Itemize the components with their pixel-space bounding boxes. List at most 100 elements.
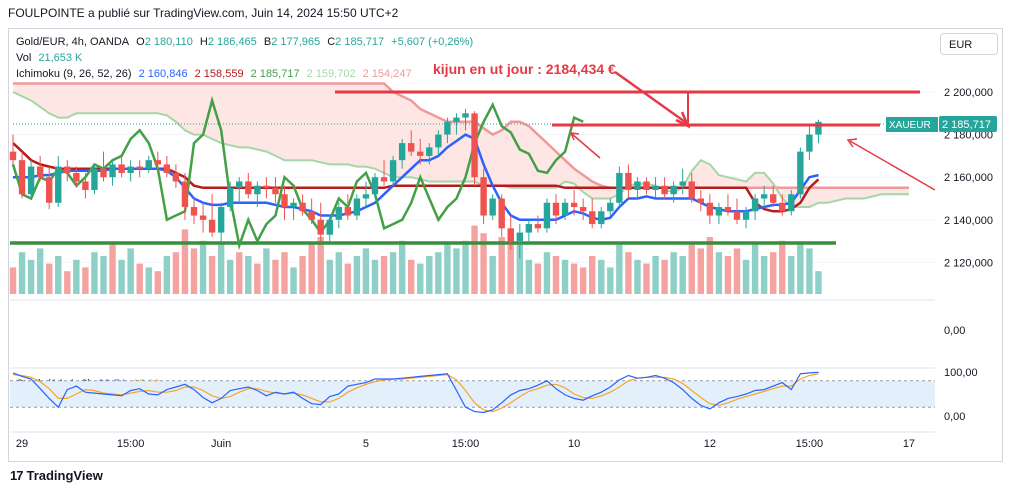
volume-bar (417, 263, 424, 294)
low-label: B (263, 36, 272, 48)
volume-bar (480, 233, 487, 294)
volume-bar (82, 267, 89, 294)
low-value: 2 177,965 (271, 36, 321, 48)
volume-bar (534, 263, 542, 294)
volume-bar (127, 248, 134, 294)
candle-body (453, 117, 460, 122)
candle-body (444, 121, 451, 135)
volume-bar (217, 244, 225, 294)
stoch-band-fill (10, 380, 935, 408)
volume-bar (616, 244, 623, 294)
volume-bar (688, 244, 695, 294)
volume-bar (770, 252, 777, 294)
volume-bar (453, 248, 460, 294)
chart-panel[interactable] (8, 28, 1003, 462)
candle-body (408, 143, 415, 152)
volume-bar (299, 256, 306, 294)
stoch-tick-label: 0,00 (944, 411, 965, 423)
span-a-value: 2 159,702 (306, 68, 356, 80)
candle-body (371, 177, 379, 195)
candle-body (706, 202, 714, 216)
candle-body (389, 160, 397, 182)
volume-bar (625, 252, 632, 294)
candle-body (208, 219, 216, 233)
candle-body (290, 202, 297, 208)
candle-body (55, 166, 62, 203)
candle-body (435, 134, 442, 148)
candle-body (715, 207, 723, 216)
candle-body (679, 181, 686, 186)
candle-body (227, 187, 234, 208)
volume-bar (380, 256, 388, 294)
volume-bar (27, 259, 35, 294)
candle-body (46, 177, 53, 203)
candle-body (91, 168, 98, 190)
candle-body (634, 181, 641, 190)
volume-bar (281, 252, 288, 294)
volume-bar (245, 256, 252, 294)
volume-bar (507, 229, 514, 294)
candle-body (724, 207, 732, 212)
volume-bar (652, 256, 659, 294)
kijun-annotation-text: kijun en ut jour : 2184,434 € (433, 61, 616, 77)
candle-body (516, 232, 523, 242)
candle-body (362, 194, 370, 199)
tradingview-logo: 17 TradingView (10, 468, 103, 483)
volume-value: 21,653 K (38, 52, 83, 64)
candle-body (697, 198, 704, 203)
volume-bar (154, 271, 161, 294)
volume-bar (444, 244, 451, 294)
price-tag-text: 2 185,717 (942, 119, 991, 131)
candle-body (82, 181, 89, 190)
candle-body (217, 207, 225, 233)
candle-body (172, 172, 180, 182)
candle-body (779, 202, 786, 212)
brand-name: TradingView (26, 468, 103, 483)
ichimoku-label: Ichimoku (9, 26, 52, 26) (16, 68, 132, 80)
candle-body (326, 219, 333, 235)
time-tick-label: 15:00 (796, 438, 824, 450)
volume-bar (317, 237, 324, 294)
currency-button[interactable]: EUR (940, 33, 998, 55)
volume-bar (308, 244, 315, 294)
arrow-right-shaft (849, 140, 936, 191)
annotation-arrow-shaft (614, 70, 689, 126)
candle-body (317, 219, 324, 235)
volume-bar (344, 263, 352, 294)
volume-bar (435, 252, 442, 294)
price-tick-label: 2 160,000 (944, 172, 993, 184)
candle-body (498, 198, 505, 229)
volume-bar (227, 259, 234, 294)
candle-body (299, 202, 306, 212)
volume-bar (751, 244, 759, 294)
volume-bar (190, 248, 198, 294)
volume-bar (64, 271, 71, 294)
stoch-tick-label: 100,00 (944, 367, 978, 379)
volume-bar (679, 256, 686, 294)
volume-bar (779, 240, 786, 294)
volume-bar (516, 244, 523, 294)
volume-bar (290, 267, 297, 294)
volume-bar (760, 256, 768, 294)
candle-body (199, 215, 207, 220)
volume-bar (525, 259, 533, 294)
volume-bar (570, 263, 578, 294)
candle-body (417, 151, 424, 156)
candle-body (534, 224, 542, 229)
volume-bar (172, 252, 180, 294)
candle-body (272, 187, 279, 195)
high-label: H (199, 36, 208, 48)
open-label: O (136, 36, 145, 48)
volume-bar (561, 259, 569, 294)
candle-body (806, 134, 813, 152)
candle-body (353, 198, 361, 216)
tenkan-line (13, 133, 819, 222)
time-tick-label: Juin (211, 438, 231, 450)
volume-bar (579, 267, 587, 294)
volume-bar (589, 256, 596, 294)
volume-bar (109, 244, 116, 294)
symbol-tag-bg (886, 117, 938, 132)
candle-body (190, 207, 198, 216)
stoch-k-line (12, 371, 819, 414)
